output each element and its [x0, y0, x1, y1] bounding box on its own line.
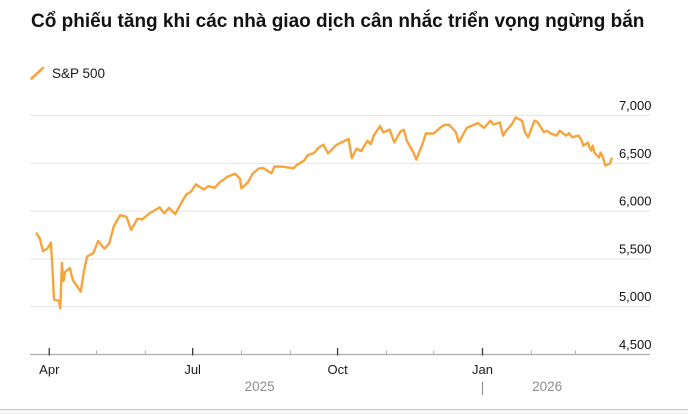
y-axis-tick-label: 4,500: [619, 337, 652, 352]
legend: S&P 500: [30, 66, 105, 81]
x-axis-month-label: Oct: [327, 362, 348, 377]
chart-title: Cổ phiếu tăng khi các nhà giao dịch cân …: [31, 11, 645, 32]
year-separator: |: [481, 380, 485, 395]
y-axis-tick-label: 5,500: [619, 241, 652, 256]
y-axis-tick-label: 5,000: [619, 289, 652, 304]
series-line-marker-icon: [30, 66, 45, 80]
x-axis-month-label: Jul: [184, 362, 201, 377]
x-axis-year-label: 2026: [532, 379, 562, 394]
y-axis-tick-label: 7,000: [619, 98, 652, 113]
y-axis-tick-label: 6,500: [619, 146, 652, 161]
legend-label-sp500: S&P 500: [52, 66, 106, 81]
x-axis-month-label: Apr: [39, 362, 60, 377]
bottom-divider: [0, 409, 688, 410]
x-axis-month-label: Jan: [472, 362, 493, 377]
x-axis-year-label: 2025: [245, 379, 275, 394]
bottom-strip: [0, 410, 688, 414]
y-axis-tick-label: 6,000: [619, 194, 652, 209]
sp500-series-line: [35, 116, 613, 310]
